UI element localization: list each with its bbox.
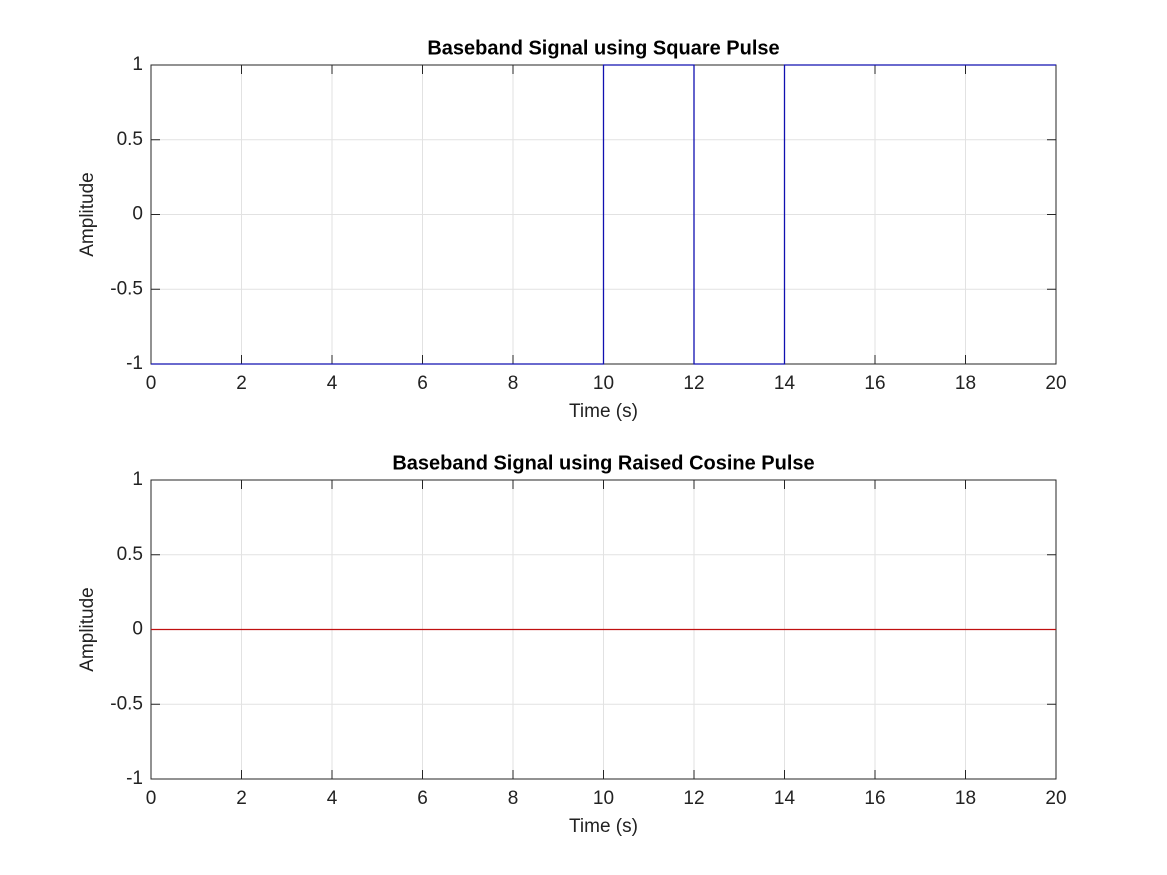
- y-axis-label: Amplitude: [77, 172, 98, 257]
- x-tick-label: 2: [236, 373, 247, 394]
- x-tick-label: 6: [417, 373, 428, 394]
- x-tick-label: 20: [1045, 788, 1066, 809]
- x-tick-label: 0: [146, 788, 157, 809]
- x-tick-label: 8: [508, 788, 519, 809]
- x-tick-label: 14: [774, 373, 796, 394]
- chart-title: Baseband Signal using Square Pulse: [427, 37, 779, 59]
- y-tick-label: 0: [132, 204, 143, 225]
- signal-line: [151, 64, 1056, 365]
- y-tick-label: 0: [132, 619, 143, 640]
- y-tick-label: 1: [132, 469, 143, 490]
- x-tick-label: 14: [774, 788, 796, 809]
- y-axis-label: Amplitude: [77, 587, 98, 672]
- x-tick-label: 6: [417, 788, 428, 809]
- y-tick-label: 1: [132, 54, 143, 75]
- x-tick-label: 16: [864, 373, 885, 394]
- x-axis-label: Time (s): [569, 816, 638, 837]
- y-tick-label: 0.5: [117, 129, 143, 150]
- chart-title: Baseband Signal using Raised Cosine Puls…: [392, 452, 814, 474]
- x-tick-label: 4: [327, 373, 338, 394]
- x-tick-label: 12: [683, 788, 704, 809]
- x-axis-label: Time (s): [569, 401, 638, 422]
- x-tick-label: 10: [593, 373, 614, 394]
- x-tick-label: 4: [327, 788, 338, 809]
- x-tick-label: 20: [1045, 373, 1066, 394]
- x-tick-label: 16: [864, 788, 885, 809]
- x-tick-label: 12: [683, 373, 704, 394]
- x-tick-label: 18: [955, 788, 976, 809]
- x-tick-label: 18: [955, 373, 976, 394]
- y-tick-label: -1: [126, 353, 143, 374]
- x-tick-label: 2: [236, 788, 247, 809]
- y-tick-label: -1: [126, 768, 143, 789]
- x-tick-label: 10: [593, 788, 614, 809]
- y-tick-label: -0.5: [110, 693, 143, 714]
- y-tick-label: 0.5: [117, 544, 143, 565]
- x-tick-label: 8: [508, 373, 519, 394]
- y-tick-label: -0.5: [110, 278, 143, 299]
- x-tick-label: 0: [146, 373, 157, 394]
